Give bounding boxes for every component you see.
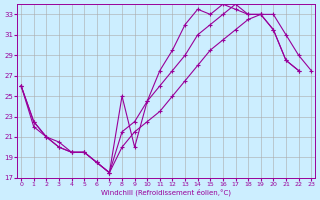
X-axis label: Windchill (Refroidissement éolien,°C): Windchill (Refroidissement éolien,°C) [101, 188, 231, 196]
